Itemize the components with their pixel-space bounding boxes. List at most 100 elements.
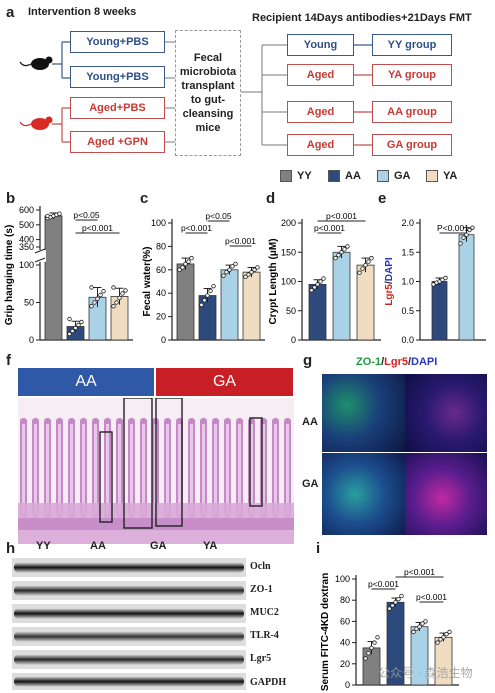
y-tick-label: 0.5 [401, 306, 414, 316]
wb-label-zo1: ZO-1 [250, 584, 273, 595]
data-point [111, 304, 116, 309]
wb-label-lgr5: Lgr5 [250, 653, 272, 664]
data-point [393, 600, 398, 605]
significance-label: p<0.05 [73, 210, 100, 220]
panel-f-label: f [6, 352, 11, 369]
if-image-ga-merged [322, 453, 405, 535]
data-point [369, 255, 374, 261]
data-point [443, 275, 448, 281]
y-tick-label: 500 [19, 220, 34, 230]
if-image-aa-merged [322, 374, 405, 452]
y-tick-label: 100 [281, 277, 296, 287]
data-point [333, 255, 338, 261]
y-tick-label: 50 [286, 306, 296, 316]
donor-box-aged-pbs: Aged+PBS [70, 97, 165, 119]
data-point [70, 328, 75, 334]
data-point [345, 244, 350, 249]
bar-yy [44, 215, 63, 341]
wb-label-ocln: Ocln [250, 561, 271, 572]
significance-label: p<0.05 [205, 211, 232, 221]
data-point [309, 288, 314, 293]
lane-label-yy: YY [36, 540, 51, 552]
y-tick-label: 80 [340, 595, 350, 605]
data-point [366, 650, 371, 656]
y-tick-label: 20 [340, 659, 350, 669]
data-point [67, 316, 72, 322]
data-point [375, 635, 380, 640]
chart-e: 0.0 0.5 1.0 1.5 2.0 Lgr5/DAPI P<0.001 [384, 218, 486, 345]
data-point [420, 621, 425, 626]
panel-h-label: h [6, 540, 16, 557]
histo-bar-aa: AA [18, 368, 154, 396]
significance-label: p<0.001 [181, 223, 212, 233]
donor-box-aged-gpn: Aged +GPN [70, 131, 165, 153]
significance-label: p<0.001 [368, 579, 399, 589]
y-axis-label: Lgr5/DAPI [384, 257, 395, 306]
panel-b-label: b [6, 190, 16, 207]
data-point [89, 304, 94, 309]
panel-i-label: i [316, 540, 321, 557]
panel-c-label: c [140, 190, 149, 207]
y-tick-label: 60 [340, 616, 350, 626]
if-row-label-ga: GA [302, 478, 319, 490]
axis-break-mark [34, 248, 46, 254]
aged-mouse-icon [19, 116, 53, 130]
data-point [363, 656, 368, 661]
data-point [117, 295, 122, 301]
bar-ga [332, 251, 351, 341]
stain-sep-2: / [407, 356, 412, 368]
significance-label: p<0.001 [326, 211, 357, 221]
recipient-box-aged-1: Aged [287, 64, 354, 86]
data-point [357, 270, 362, 275]
y-axis-label: Serum FITC-4KD dextran [320, 573, 331, 691]
if-row-label-aa: AA [302, 416, 318, 428]
data-point [98, 292, 103, 298]
y-tick-label: 40 [340, 638, 350, 648]
data-point [414, 626, 419, 632]
data-point [369, 645, 374, 651]
band-ocln [12, 558, 246, 577]
data-point [233, 261, 238, 267]
data-point [186, 259, 191, 264]
data-point [45, 213, 50, 219]
data-point [227, 267, 232, 272]
stain-zo1: ZO-1 [356, 356, 382, 368]
histo-bar-aa-label: AA [75, 373, 97, 390]
data-point [441, 635, 446, 640]
donor-box-young-2: Young+PBS [70, 66, 165, 88]
legend-swatch-ya [426, 170, 438, 182]
data-point [211, 283, 216, 289]
legend-item-ga: GA [377, 170, 411, 182]
y-tick-label: 80 [156, 241, 166, 251]
bar-ya [242, 271, 261, 341]
y-tick-label: 0 [291, 335, 296, 345]
data-point [243, 274, 248, 280]
legend-label-ya: YA [443, 170, 458, 182]
data-point [183, 261, 188, 267]
stain-lgr5: Lgr5 [384, 356, 408, 368]
data-point [230, 264, 235, 269]
y-tick-label: 1.5 [401, 247, 414, 257]
data-point [76, 322, 81, 328]
y-tick-label: 0 [161, 335, 166, 345]
data-point [458, 241, 463, 246]
significance-label: p<0.001 [416, 592, 447, 602]
data-point [92, 300, 97, 305]
y-tick-label: 600 [19, 205, 34, 215]
legend-item-aa: AA [328, 170, 361, 182]
data-point [396, 596, 401, 602]
band-muc2 [12, 604, 246, 623]
data-point [447, 629, 452, 635]
data-point [318, 279, 323, 284]
y-axis-label: Grip hanging time (s) [4, 225, 15, 326]
wb-label-gapdh: GAPDH [250, 677, 287, 688]
data-point [315, 282, 320, 287]
data-point [321, 276, 326, 281]
bar-yy [176, 263, 195, 341]
legend-label-yy: YY [297, 170, 312, 182]
data-point [249, 269, 254, 275]
chart-c: 0 20 40 60 80 100 Fecal water(%) p<0.001 p<0.05 p… [142, 211, 265, 345]
significance-label: p<0.001 [404, 567, 435, 577]
y-tick-label: 0.0 [401, 335, 414, 345]
